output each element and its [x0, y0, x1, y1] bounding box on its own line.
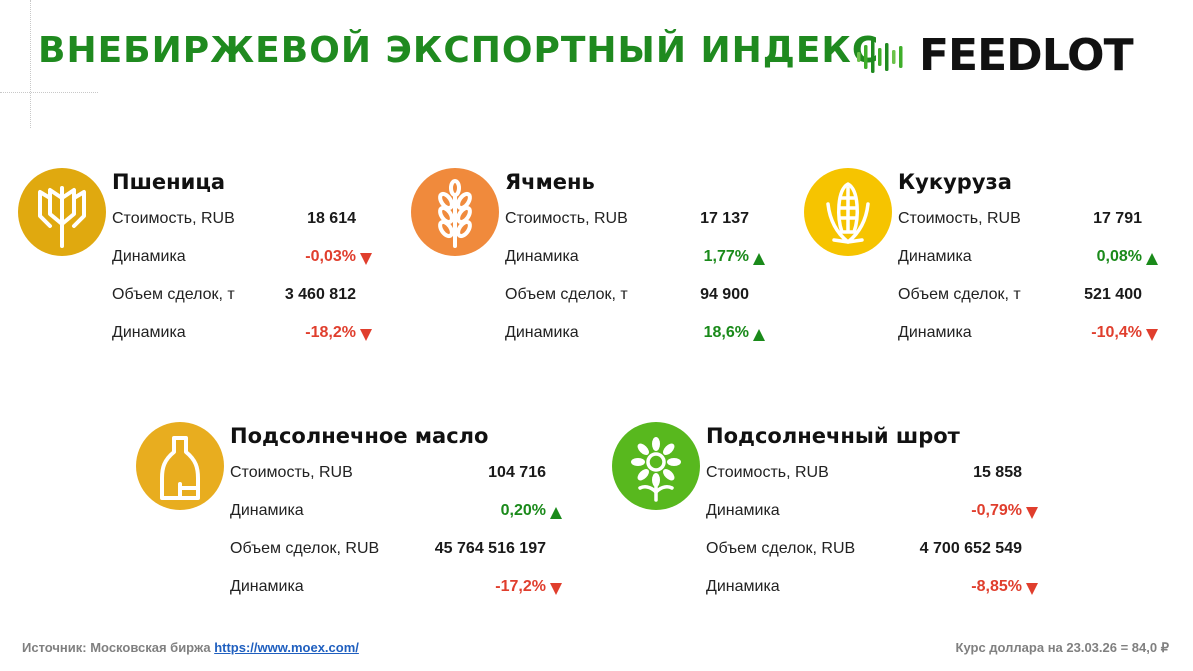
row-value: 104 716	[488, 464, 546, 481]
card-sunflower-oil: Подсолнечное масло Стоимость, RUB 104 71…	[136, 422, 576, 612]
down-arrow-icon	[550, 583, 562, 595]
price-row: Стоимость, RUB 15 858	[706, 464, 1038, 486]
volume-row: Объем сделок, RUB 4 700 652 549	[706, 540, 1038, 562]
row-label: Динамика	[112, 248, 186, 265]
row-label: Динамика	[230, 578, 304, 595]
card-sunflower-meal: Подсолнечный шрот Стоимость, RUB 15 858 …	[612, 422, 1052, 612]
price-row: Стоимость, RUB 17 137	[505, 210, 765, 232]
volume-row: Объем сделок, т 94 900	[505, 286, 765, 308]
row-label: Объем сделок, RUB	[230, 540, 380, 557]
source-link[interactable]: https://www.moex.com/	[214, 640, 359, 655]
card-title: Кукуруза	[898, 170, 1012, 194]
row-label: Динамика	[505, 324, 579, 341]
change-row: Динамика 1,77%	[505, 248, 765, 270]
row-value: 45 764 516 197	[434, 540, 546, 557]
row-label: Динамика	[706, 578, 780, 595]
row-value: 4 700 652 549	[919, 540, 1022, 557]
down-arrow-icon	[1146, 329, 1158, 341]
row-value: 18 614	[307, 210, 356, 227]
logo-text: FEEDLOT	[919, 30, 1134, 81]
down-arrow-icon	[1026, 507, 1038, 519]
row-value: 17 137	[700, 210, 749, 227]
exchange-rate-note: Курс доллара на 23.03.26 = 84,0 ₽	[955, 640, 1169, 655]
change-row: Динамика -10,4%	[898, 324, 1158, 346]
row-value: -0,03%	[305, 248, 356, 265]
volume-row: Объем сделок, т 521 400	[898, 286, 1158, 308]
row-label: Объем сделок, т	[112, 286, 235, 303]
row-value: -18,2%	[305, 324, 356, 341]
price-row: Стоимость, RUB 18 614	[112, 210, 372, 232]
up-arrow-icon	[753, 329, 765, 341]
card-title: Подсолнечный шрот	[706, 424, 960, 448]
card-title: Подсолнечное масло	[230, 424, 489, 448]
equalizer-logo-icon	[857, 39, 903, 73]
row-label: Стоимость, RUB	[706, 464, 829, 481]
change-row: Динамика -8,85%	[706, 578, 1038, 600]
row-value: 521 400	[1084, 286, 1142, 303]
change-row: Динамика -17,2%	[230, 578, 562, 600]
change-row: Динамика 0,08%	[898, 248, 1158, 270]
oil-bottle-icon	[136, 422, 224, 510]
row-label: Динамика	[706, 502, 780, 519]
decorative-dotted-line	[0, 92, 98, 93]
up-arrow-icon	[1146, 253, 1158, 265]
row-label: Динамика	[230, 502, 304, 519]
row-value: 15 858	[973, 464, 1022, 481]
row-label: Объем сделок, т	[898, 286, 1021, 303]
down-arrow-icon	[360, 329, 372, 341]
row-label: Стоимость, RUB	[505, 210, 628, 227]
row-label: Динамика	[898, 248, 972, 265]
row-label: Объем сделок, RUB	[706, 540, 856, 557]
row-value: -17,2%	[495, 578, 546, 595]
source-note: Источник: Московская биржа https://www.m…	[22, 640, 359, 655]
row-value: 0,08%	[1096, 248, 1142, 265]
row-value: -10,4%	[1091, 324, 1142, 341]
row-value: 0,20%	[500, 502, 546, 519]
up-arrow-icon	[550, 507, 562, 519]
change-row: Динамика -0,79%	[706, 502, 1038, 524]
change-row: Динамика -0,03%	[112, 248, 372, 270]
change-row: Динамика 0,20%	[230, 502, 562, 524]
change-row: Динамика 18,6%	[505, 324, 765, 346]
down-arrow-icon	[1026, 583, 1038, 595]
row-label: Стоимость, RUB	[112, 210, 235, 227]
row-label: Стоимость, RUB	[898, 210, 1021, 227]
card-corn: Кукуруза Стоимость, RUB 17 791 Динамика …	[804, 168, 1174, 358]
volume-row: Объем сделок, RUB 45 764 516 197	[230, 540, 562, 562]
row-value: 1,77%	[703, 248, 749, 265]
row-label: Динамика	[112, 324, 186, 341]
card-title: Ячмень	[505, 170, 595, 194]
wheat-icon	[18, 168, 106, 256]
row-value: -8,85%	[971, 578, 1022, 595]
source-label: Источник: Московская биржа	[22, 640, 211, 655]
row-label: Объем сделок, т	[505, 286, 628, 303]
decorative-dotted-line	[30, 0, 31, 128]
row-label: Динамика	[505, 248, 579, 265]
row-value: 94 900	[700, 286, 749, 303]
down-arrow-icon	[360, 253, 372, 265]
sunflower-icon	[612, 422, 700, 510]
barley-icon	[411, 168, 499, 256]
row-value: -0,79%	[971, 502, 1022, 519]
volume-row: Объем сделок, т 3 460 812	[112, 286, 372, 308]
price-row: Стоимость, RUB 104 716	[230, 464, 562, 486]
row-label: Динамика	[898, 324, 972, 341]
row-label: Стоимость, RUB	[230, 464, 353, 481]
corn-icon	[804, 168, 892, 256]
change-row: Динамика -18,2%	[112, 324, 372, 346]
page-title: ВНЕБИРЖЕВОЙ ЭКСПОРТНЫЙ ИНДЕКС	[38, 30, 880, 71]
card-title: Пшеница	[112, 170, 226, 194]
row-value: 3 460 812	[284, 286, 356, 303]
row-value: 17 791	[1093, 210, 1142, 227]
up-arrow-icon	[753, 253, 765, 265]
price-row: Стоимость, RUB 17 791	[898, 210, 1158, 232]
card-wheat: Пшеница Стоимость, RUB 18 614 Динамика -…	[18, 168, 388, 358]
card-barley: Ячмень Стоимость, RUB 17 137 Динамика 1,…	[411, 168, 781, 358]
feedlot-logo: FEEDLOT	[855, 30, 1134, 81]
row-value: 18,6%	[703, 324, 749, 341]
